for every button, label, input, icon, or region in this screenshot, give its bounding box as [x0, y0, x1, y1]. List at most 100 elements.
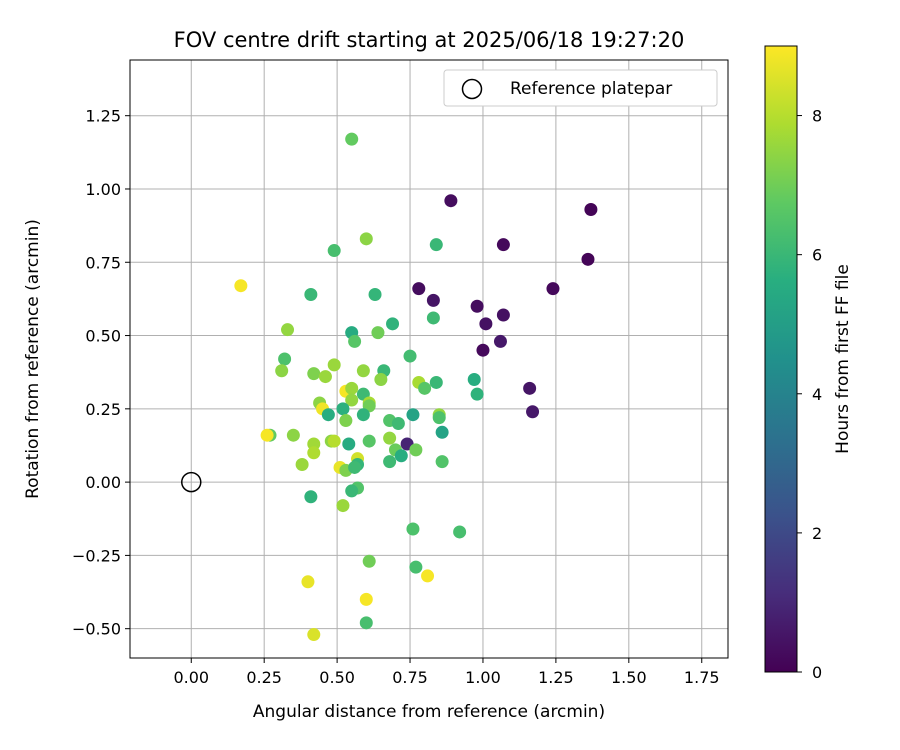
colorbar-label: Hours from first FF file	[833, 264, 853, 454]
data-point	[339, 414, 353, 428]
data-point	[307, 367, 321, 381]
data-point	[546, 282, 560, 296]
y-tick-label: 1.25	[85, 107, 121, 126]
data-point	[348, 334, 362, 348]
data-point	[526, 405, 540, 419]
data-point	[345, 484, 359, 498]
y-axis-ticks: −0.50 −0.25 0.00 0.25 0.50 0.75 1.00 1.25	[72, 107, 130, 639]
data-point	[304, 288, 318, 302]
data-point	[327, 244, 341, 258]
legend: Reference platepar	[443, 69, 718, 107]
x-tick-label: 1.00	[465, 668, 501, 687]
data-point	[479, 317, 493, 331]
data-point	[412, 282, 426, 296]
y-tick-label: 0.50	[85, 327, 121, 346]
x-tick-label: 1.25	[538, 668, 574, 687]
y-tick-label: −0.25	[72, 546, 121, 565]
data-point	[342, 437, 356, 451]
legend-label: Reference platepar	[510, 79, 672, 99]
data-point	[368, 288, 382, 302]
x-tick-label: 1.75	[684, 668, 720, 687]
y-tick-label: 1.00	[85, 180, 121, 199]
data-point	[406, 522, 420, 536]
data-point	[453, 525, 467, 539]
grid-lines	[130, 60, 728, 658]
data-point	[336, 499, 350, 513]
data-point	[371, 326, 385, 340]
data-point	[321, 408, 335, 422]
data-point	[496, 308, 510, 322]
x-tick-label: 0.25	[246, 668, 282, 687]
data-point	[426, 293, 440, 307]
colorbar-tick-label: 6	[812, 246, 822, 265]
chart-title: FOV centre drift starting at 2025/06/18 …	[174, 28, 685, 52]
data-point	[386, 317, 400, 331]
colorbar-gradient	[764, 45, 798, 673]
data-point	[493, 334, 507, 348]
data-point	[435, 455, 449, 469]
data-point	[435, 425, 449, 439]
data-point	[470, 299, 484, 313]
x-tick-label: 0.75	[392, 668, 428, 687]
data-point	[496, 238, 510, 252]
data-point	[409, 560, 423, 574]
reference-platepar-marker	[181, 471, 202, 493]
data-point	[348, 460, 362, 474]
y-tick-label: 0.00	[85, 473, 121, 492]
x-tick-label: 0.50	[319, 668, 355, 687]
colorbar-tick-label: 0	[812, 663, 822, 682]
y-tick-label: 0.25	[85, 400, 121, 419]
data-point	[584, 203, 598, 216]
data-point	[327, 358, 341, 372]
data-point	[383, 455, 397, 469]
y-tick-label: −0.50	[72, 620, 121, 639]
data-point	[429, 238, 443, 252]
data-point	[359, 592, 373, 606]
data-point	[359, 616, 373, 630]
legend-marker	[461, 78, 483, 100]
data-point	[260, 428, 274, 442]
data-point	[418, 381, 432, 395]
data-point	[432, 411, 446, 425]
y-tick-label: 0.75	[85, 253, 121, 272]
data-point	[327, 434, 341, 448]
data-point	[356, 408, 370, 422]
data-point	[278, 352, 292, 366]
data-point	[336, 402, 350, 416]
data-point	[281, 323, 295, 337]
data-point	[345, 132, 359, 146]
legend-box	[443, 69, 718, 107]
data-point	[406, 408, 420, 422]
colorbar-tick-label: 2	[812, 524, 822, 543]
data-points	[234, 132, 598, 642]
data-point	[234, 279, 248, 293]
data-point	[523, 381, 537, 395]
data-point	[295, 458, 309, 472]
data-point	[444, 194, 458, 208]
data-point	[362, 434, 376, 448]
data-point	[345, 393, 359, 407]
x-axis-label: Angular distance from reference (arcmin)	[253, 702, 605, 722]
x-tick-label: 0.00	[173, 668, 209, 687]
colorbar: 0 2 4 6 8 Hours from first FF file	[764, 45, 853, 682]
data-point	[426, 311, 440, 325]
y-axis-label: Rotation from reference (arcmin)	[23, 219, 43, 499]
colorbar-tick-label: 4	[812, 385, 822, 404]
data-point	[581, 252, 595, 266]
colorbar-tick-label: 8	[812, 107, 822, 126]
data-point	[362, 554, 376, 568]
data-point	[307, 628, 321, 642]
data-point	[359, 232, 373, 246]
data-point	[275, 364, 289, 378]
x-axis-ticks: 0.00 0.25 0.50 0.75 1.00 1.25 1.50 1.75	[173, 658, 720, 687]
colorbar-ticks: 0 2 4 6 8	[797, 107, 822, 682]
data-point	[391, 416, 405, 430]
data-point	[476, 343, 490, 357]
data-point	[409, 443, 423, 457]
data-point	[286, 428, 300, 442]
data-point	[307, 446, 321, 460]
data-point	[301, 575, 315, 589]
data-point	[356, 364, 370, 378]
data-point	[429, 375, 443, 389]
